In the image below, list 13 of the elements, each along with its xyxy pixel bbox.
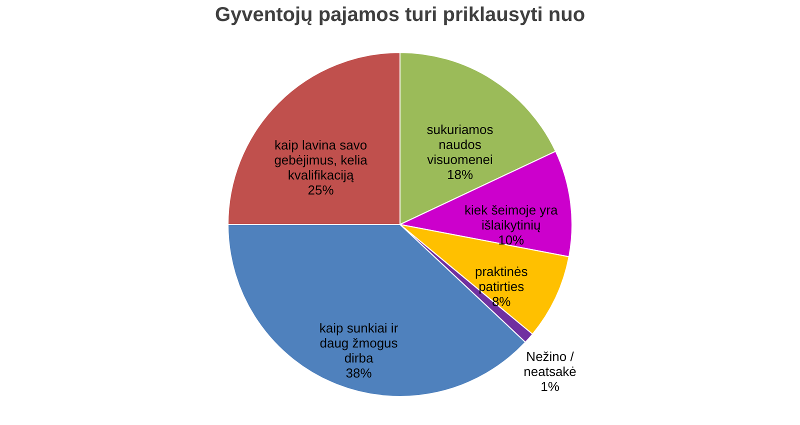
data-label: 25% [308,182,334,198]
data-label: 10% [498,232,525,248]
data-label: 38% [346,366,372,381]
slice-label: praktinės patirties [474,264,528,294]
chart-title: Gyventojų pajamos turi priklausyti nuo [214,4,586,26]
slice-label: kaip lavina savo gebėjimus, kelia kvalifikaciją [274,137,368,182]
data-label: 18% [446,166,474,182]
data-label: 8% [492,294,512,310]
data-label: 1% [540,378,560,394]
slice-label: kiek šeimoje yra išlaikytinių [464,202,558,232]
slice-label: sukuriamos naudos visuomenei [426,122,494,167]
slice-label: kaip sunkiai ir daug žmogus dirba [319,320,399,366]
slice-label: Nežino / neatsakė [524,348,576,379]
